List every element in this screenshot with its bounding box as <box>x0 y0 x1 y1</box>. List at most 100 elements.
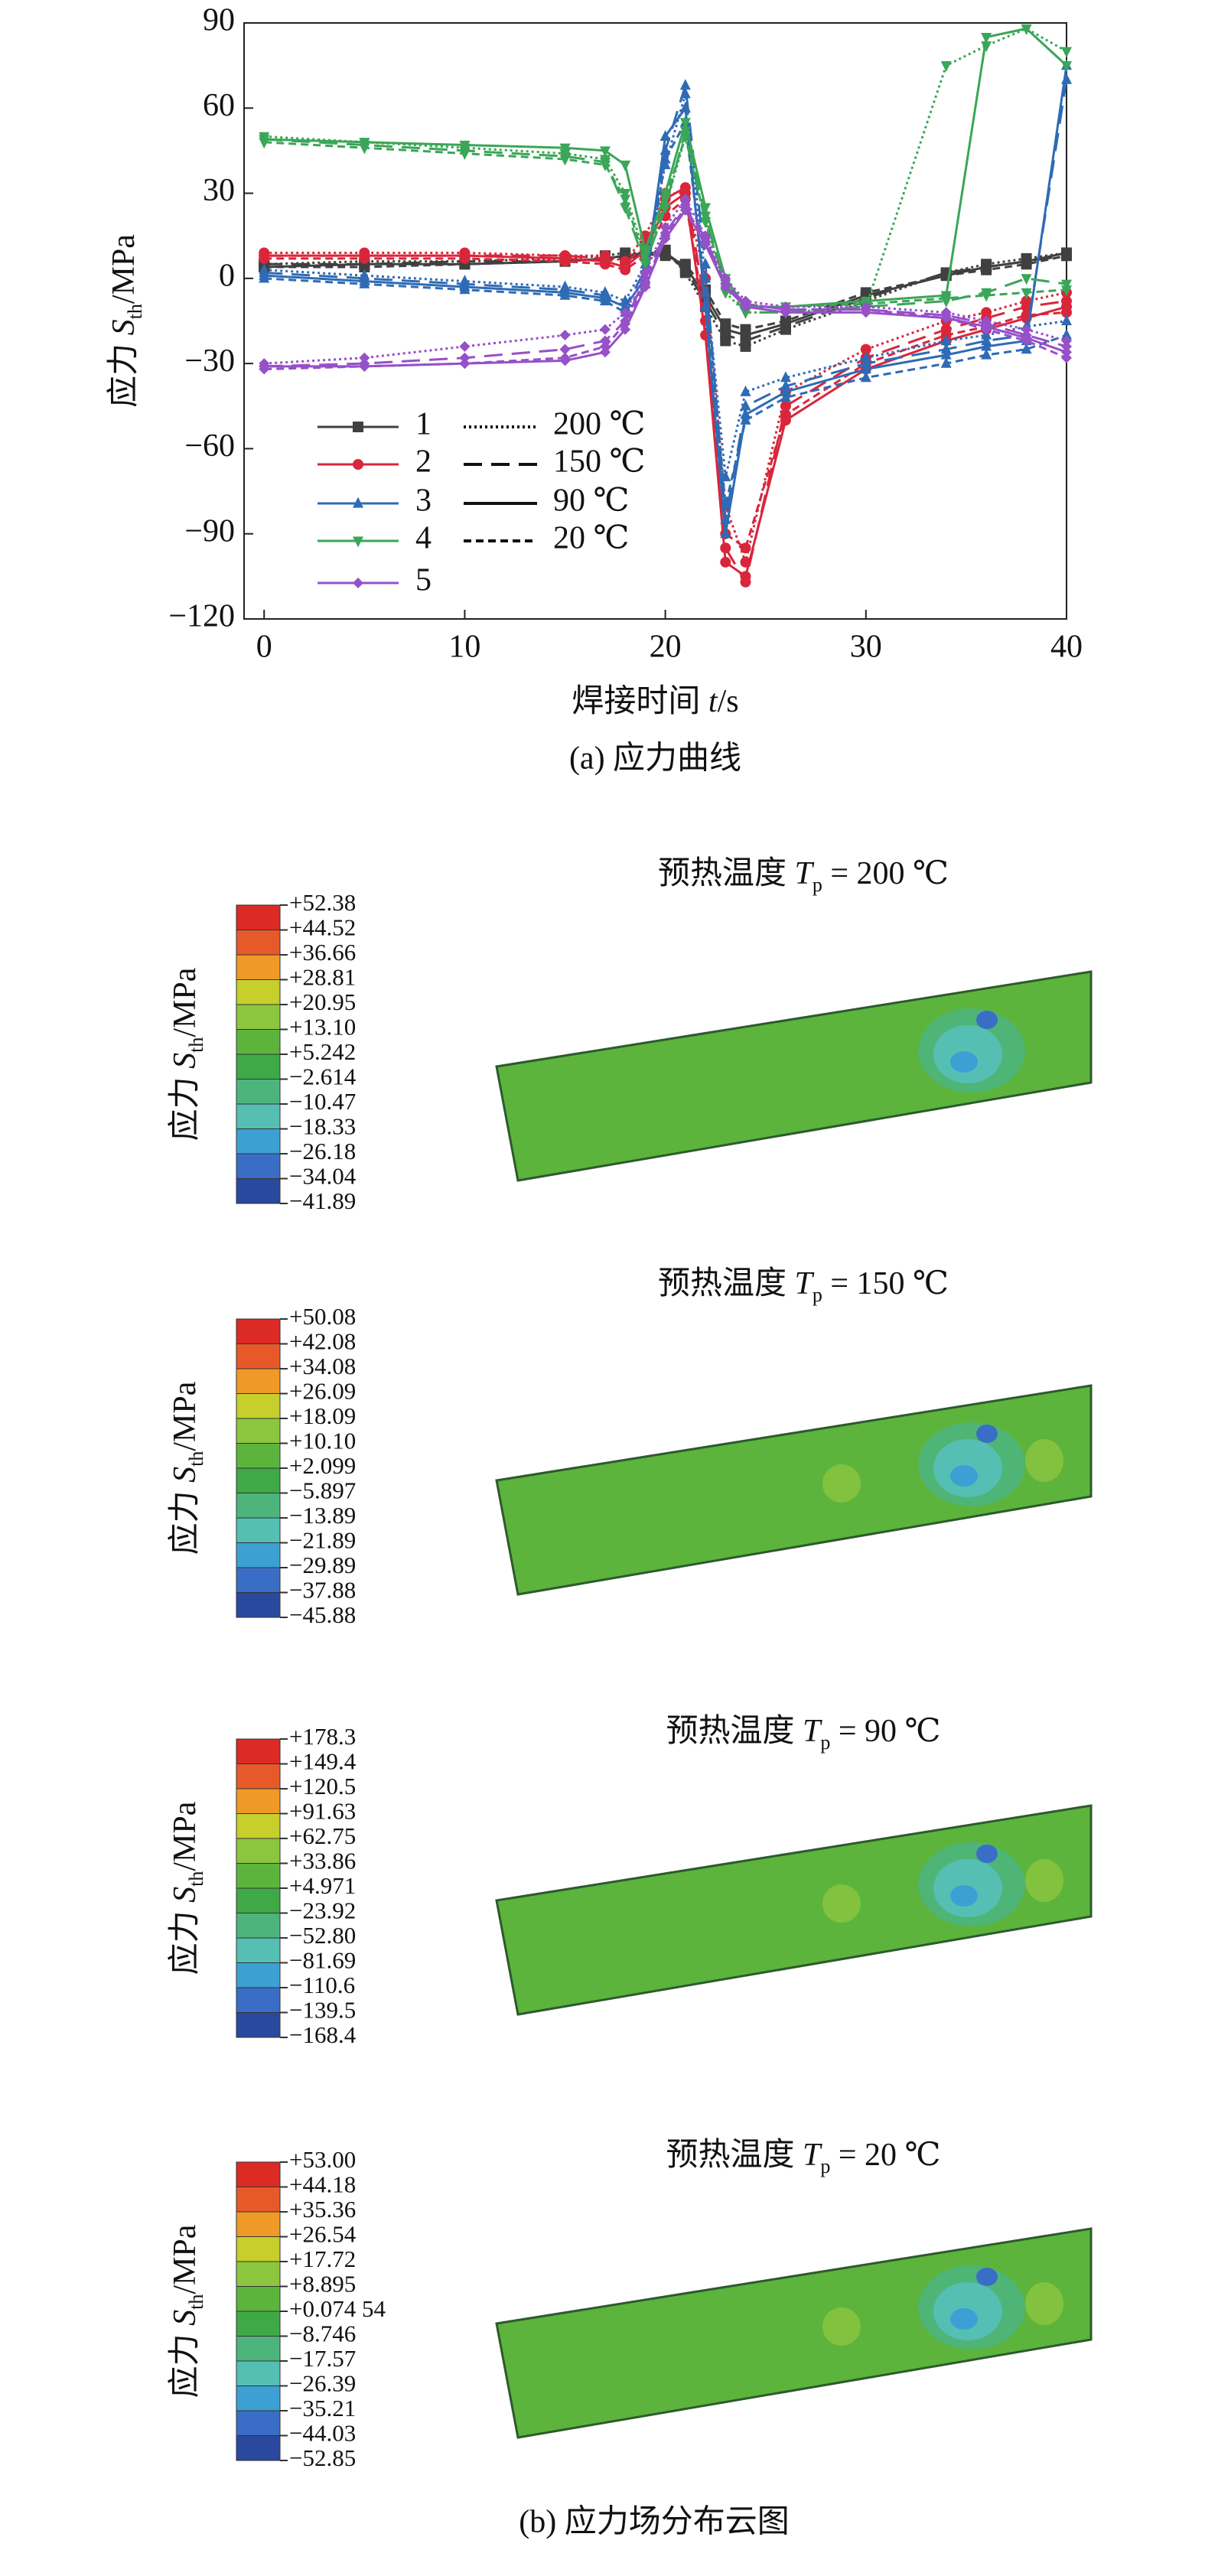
colorbar-label: −81.69 <box>289 1947 356 1974</box>
field-spot <box>976 1425 998 1443</box>
marker <box>640 257 651 268</box>
colorbar-label: +5.242 <box>289 1038 356 1065</box>
colorbar-band <box>236 1788 281 1814</box>
colorbar-label: −2.614 <box>289 1063 357 1090</box>
marker <box>620 264 631 275</box>
colorbar-label: +53.00 <box>289 2146 356 2173</box>
colorbar-label: +13.10 <box>289 1014 356 1040</box>
colorbar-label: −37.88 <box>289 1577 356 1604</box>
series-line <box>264 27 1068 308</box>
marker <box>659 129 671 141</box>
marker <box>599 146 611 158</box>
field-spot <box>950 1051 978 1073</box>
colorbar-band <box>236 2385 281 2412</box>
colorbar-band <box>236 1004 281 1030</box>
y-axis-label: 应力 Sth/MPa <box>106 234 147 408</box>
marker <box>559 344 571 355</box>
field-spot <box>976 1011 998 1029</box>
marker <box>359 138 370 149</box>
colorbar-axis-label-symbol: S <box>168 2310 203 2326</box>
marker <box>459 252 471 264</box>
marker <box>559 256 571 267</box>
colorbar-band <box>236 1937 281 1963</box>
panel-title-text: 预热温度 <box>658 856 795 891</box>
colorbar-label: −44.03 <box>289 2420 356 2447</box>
colorbar-label: −8.746 <box>289 2320 356 2347</box>
y-tick-label: 0 <box>219 258 235 293</box>
marker <box>620 318 631 330</box>
marker <box>981 334 992 346</box>
legend-label: 3 <box>415 484 432 519</box>
marker <box>620 307 631 318</box>
marker <box>720 556 731 568</box>
marker <box>679 79 691 90</box>
panel-title: 预热温度 Tp = 200 ℃ <box>658 856 949 897</box>
series-line <box>264 197 1067 365</box>
panel-title-text: 预热温度 <box>666 1714 803 1749</box>
caption: (a) 应力曲线 <box>569 741 741 777</box>
marker <box>353 497 363 508</box>
panel-title-subscript: p <box>820 1731 830 1754</box>
panel-title: 预热温度 Tp = 150 ℃ <box>658 1266 949 1307</box>
colorbar-band <box>236 1913 281 1939</box>
colorbar-band <box>236 1029 281 1055</box>
marker <box>720 527 731 539</box>
marker <box>359 277 370 288</box>
marker <box>1061 335 1072 347</box>
legend-label: 2 <box>415 445 432 480</box>
legend-label: 4 <box>415 521 432 556</box>
field-spot <box>976 1845 998 1863</box>
marker <box>459 149 471 161</box>
marker <box>740 385 751 396</box>
marker <box>700 286 712 298</box>
legend-label: 150 ℃ <box>553 445 645 480</box>
marker <box>740 324 751 335</box>
marker <box>353 459 363 470</box>
colorbar-axis-label-symbol: S <box>168 1887 203 1903</box>
series-line <box>264 132 1067 308</box>
colorbar-label: +26.54 <box>289 2221 357 2248</box>
marker <box>640 246 651 257</box>
colorbar-band <box>236 904 281 930</box>
marker <box>740 542 751 554</box>
colorbar-band <box>236 2311 281 2337</box>
colorbar-axis-label-symbol: S <box>168 1053 203 1069</box>
field-spot <box>822 1884 861 1923</box>
colorbar-label: +34.08 <box>289 1353 356 1379</box>
colorbar-label: +8.895 <box>289 2271 356 2298</box>
marker <box>1021 24 1032 35</box>
marker <box>1061 307 1072 318</box>
colorbar-band <box>236 930 281 956</box>
marker <box>359 252 370 264</box>
y-tick-label: 90 <box>203 3 235 38</box>
series-line <box>264 197 1067 550</box>
colorbar-axis-label: 应力 Sth/MPa <box>167 967 208 1141</box>
marker <box>459 340 471 352</box>
marker <box>620 160 631 171</box>
colorbar-label: −17.57 <box>289 2345 356 2372</box>
legend-label: 5 <box>415 563 432 598</box>
marker <box>1021 274 1032 285</box>
x-axis-label-unit: /s <box>718 684 739 719</box>
x-tick-label: 0 <box>256 630 272 665</box>
marker <box>679 259 691 270</box>
colorbar-label: +4.971 <box>289 1872 356 1899</box>
colorbar-band <box>236 1079 281 1105</box>
colorbar-label: −168.4 <box>289 2021 357 2048</box>
colorbar-band <box>236 2360 281 2386</box>
marker <box>700 236 712 247</box>
series-line <box>264 205 1067 371</box>
colorbar-band <box>236 1517 281 1543</box>
colorbar-label: −29.89 <box>289 1552 356 1578</box>
marker <box>981 324 992 335</box>
colorbar-label: +20.95 <box>289 988 356 1015</box>
colorbar-label: −52.85 <box>289 2444 356 2471</box>
marker <box>740 413 751 425</box>
colorbar-label: −110.6 <box>289 1972 355 1998</box>
colorbar-band <box>236 2236 281 2262</box>
colorbar-label: +33.86 <box>289 1848 356 1874</box>
panel-title-text: 预热温度 <box>658 1266 795 1301</box>
panel-title-symbol: T <box>794 1266 814 1301</box>
marker <box>780 385 791 396</box>
marker <box>740 298 751 310</box>
